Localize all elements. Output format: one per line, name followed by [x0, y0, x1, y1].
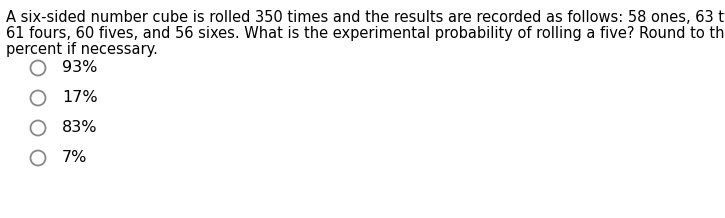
Text: 83%: 83% — [62, 121, 97, 136]
Text: 7%: 7% — [62, 150, 88, 165]
Text: percent if necessary.: percent if necessary. — [6, 42, 158, 57]
Text: 61 fours, 60 fives, and 56 sixes. What is the experimental probability of rollin: 61 fours, 60 fives, and 56 sixes. What i… — [6, 26, 725, 41]
Text: 17%: 17% — [62, 90, 98, 106]
Text: A six-sided number cube is rolled 350 times and the results are recorded as foll: A six-sided number cube is rolled 350 ti… — [6, 10, 725, 25]
Text: 93%: 93% — [62, 61, 97, 75]
